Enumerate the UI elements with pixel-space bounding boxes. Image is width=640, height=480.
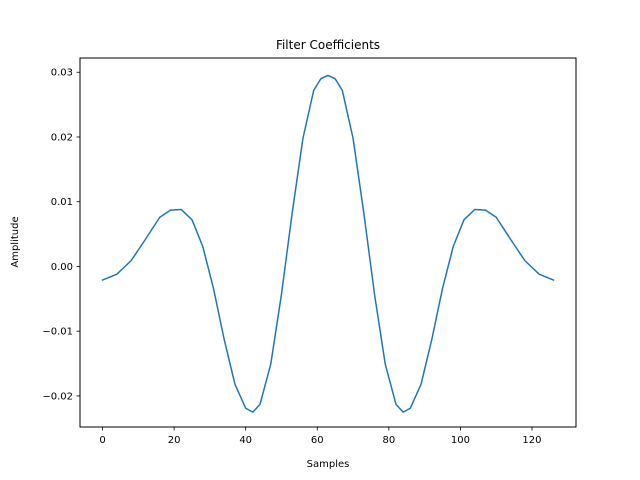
plot-lines [101,74,555,413]
x-tick-label: 0 [99,435,105,446]
plot-frame [79,57,577,428]
x-tick-label: 80 [382,435,395,446]
y-tick-label: 0.00 [51,262,73,273]
y-axis-label: Amplitude [10,216,21,267]
chart-title: Filter Coefficients [276,38,380,52]
y-tick-label: 0.03 [51,68,73,79]
x-axis-label: Samples [307,459,350,470]
y-tick-label: 0.02 [51,132,73,143]
x-tick-label: 20 [168,435,181,446]
x-tick-label: 100 [451,435,470,446]
x-tick-label: 40 [239,435,252,446]
y-tick-label: 0.01 [51,197,73,208]
y-tick-label: −0.02 [42,391,73,402]
series-line [101,74,555,413]
x-axis: 0 20 40 60 80 100 120 [99,427,542,446]
y-tick-label: −0.01 [42,327,73,338]
y-axis: −0.02 −0.01 0.00 0.01 0.02 0.03 [42,68,80,402]
x-tick-label: 60 [311,435,324,446]
x-tick-label: 120 [522,435,541,446]
